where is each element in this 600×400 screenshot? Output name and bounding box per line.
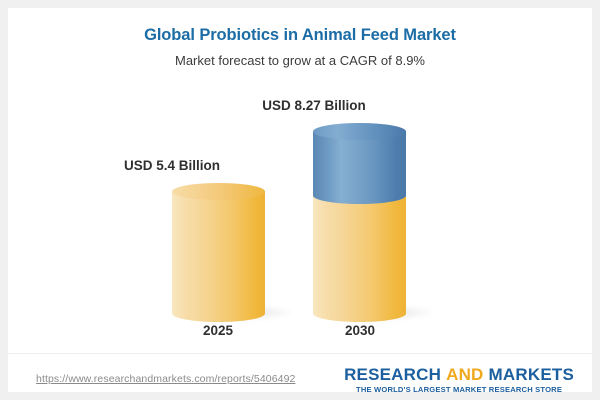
chart-subtitle: Market forecast to grow at a CAGR of 8.9… [175,53,425,68]
bar-value-label-2025: USD 5.4 Billion [123,158,221,173]
chart-plot-area: USD 5.4 Billion 2025 USD 8.27 Billion [8,8,592,348]
x-axis-label-2025: 2025 [202,323,234,338]
bar-segment-growth-2030 [313,131,406,204]
brand-logo[interactable]: RESEARCH AND MARKETS THE WORLD'S LARGEST M… [344,366,574,392]
bar-body-growth-2030 [313,131,406,195]
bar-body-2025 [172,191,265,313]
bar-top-ellipse-2030 [313,123,406,140]
page-title: Global Probiotics in Animal Feed Market [144,26,456,44]
source-url-link[interactable]: https://www.researchandmarkets.com/repor… [36,373,296,385]
brand-logo-wordmark: RESEARCH AND MARKETS [344,366,574,383]
brand-word-research: RESEARCH [344,365,442,384]
bar-value-label-2030: USD 8.27 Billion [262,98,366,113]
bar-2025[interactable] [172,183,265,322]
bar-growth-bottom-ellipse-2030 [313,187,406,204]
bar-segment-base-2025 [172,191,265,322]
bar-body-base-2030 [313,191,406,313]
footer-divider [8,353,592,354]
bar-segment-base-2030 [313,183,406,322]
infographic-card: Global Probiotics in Animal Feed Market … [8,8,592,392]
bar-2030[interactable] [313,123,406,322]
bar-top-ellipse-2025 [172,183,265,200]
x-axis-label-2030: 2030 [344,323,376,338]
brand-tagline: THE WORLD'S LARGEST MARKET RESEARCH STOR… [356,385,563,392]
brand-word-and: AND [446,365,484,384]
brand-word-markets: MARKETS [488,365,574,384]
